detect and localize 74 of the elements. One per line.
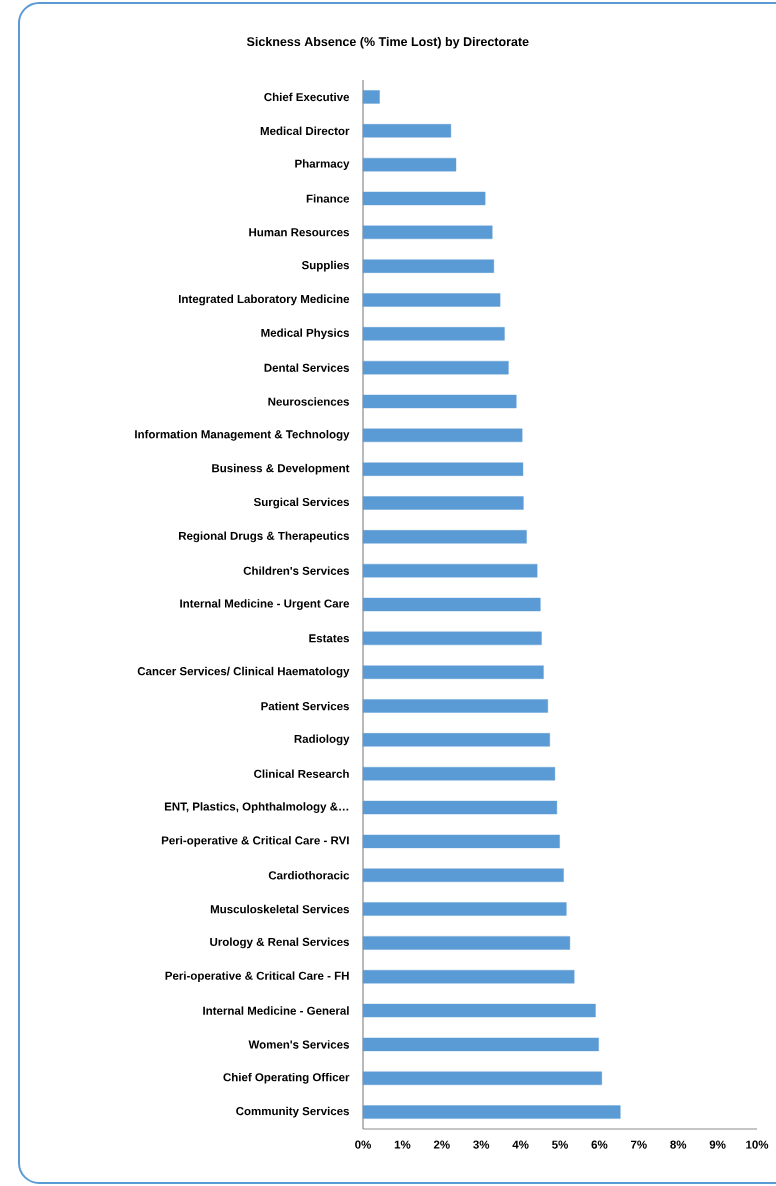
bar	[362, 191, 486, 206]
y-tick-label: Medical Director	[260, 126, 350, 136]
chart-title: Sickness Absence (% Time Lost) by Directorate	[246, 36, 529, 49]
bar	[362, 597, 541, 612]
y-tick-label: Cancer Services/ Clinical Haematology	[137, 666, 350, 678]
x-tick-label: 4%	[512, 1140, 529, 1149]
y-tick-label: Neurosciences	[268, 397, 349, 406]
bar	[362, 428, 523, 443]
bar	[362, 936, 571, 950]
y-tick-label: Children's Services	[243, 566, 349, 575]
bar	[362, 225, 493, 239]
bar	[362, 327, 505, 341]
y-tick-label: Peri-operative & Critical Care - FH	[165, 971, 349, 983]
y-tick-label: Peri-operative & Critical Care - RVI	[161, 836, 349, 847]
y-tick-label: Supplies	[301, 260, 350, 272]
bar	[362, 834, 560, 849]
x-tick-label: 2%	[433, 1140, 450, 1149]
y-tick-label: Internal Medicine - General	[203, 1006, 349, 1015]
bar	[362, 767, 556, 781]
y-tick-label: Dental Services	[264, 363, 349, 372]
y-tick-label: Internal Medicine - Urgent Care	[180, 599, 350, 610]
x-tick-label: 5%	[552, 1140, 569, 1149]
bar	[362, 360, 509, 375]
y-tick-label: Cardiothoracic	[268, 871, 350, 880]
x-tick-label: 1%	[394, 1140, 411, 1149]
y-tick-label: Business & Development	[212, 463, 350, 475]
x-tick-label: 7%	[630, 1140, 647, 1149]
y-tick-label: Musculoskeletal Services	[210, 904, 349, 914]
y-tick-label: Urology & Renal Services	[210, 937, 349, 949]
bar	[362, 530, 527, 544]
y-tick-label: Radiology	[294, 734, 350, 746]
bar	[362, 1003, 596, 1018]
y-tick-label: Chief Executive	[264, 92, 350, 102]
bar	[362, 699, 548, 713]
y-tick-label: Women's Services	[248, 1040, 349, 1049]
x-tick-label: 0%	[355, 1140, 372, 1149]
bar	[362, 394, 517, 409]
y-tick-label: Estates	[309, 634, 349, 643]
x-tick-label: 10%	[746, 1140, 769, 1149]
bar	[362, 496, 524, 510]
y-tick-label: Community Services	[236, 1106, 349, 1118]
bar	[362, 631, 542, 646]
bar	[362, 563, 538, 578]
x-tick-label: 9%	[709, 1140, 726, 1149]
y-tick-label: Patient Services	[261, 701, 349, 711]
x-tick-label: 6%	[591, 1140, 608, 1149]
bar	[362, 1105, 621, 1119]
bar	[362, 259, 495, 273]
y-tick-label: ENT, Plastics, Ophthalmology &…	[164, 802, 349, 813]
bar	[362, 1071, 602, 1085]
y-tick-label: Medical Physics	[261, 328, 349, 340]
bar	[362, 157, 457, 172]
bar	[362, 665, 544, 679]
bar	[362, 902, 567, 916]
bar	[362, 90, 380, 104]
y-tick-label: Human Resources	[249, 228, 349, 237]
bar	[362, 868, 564, 882]
bar	[362, 800, 558, 815]
y-tick-label: Surgical Services	[253, 497, 349, 509]
bar	[362, 970, 575, 984]
y-tick-label: Chief Operating Officer	[223, 1072, 350, 1084]
x-tick-label: 3%	[473, 1140, 490, 1149]
y-tick-label: Finance	[306, 194, 350, 203]
x-tick-label: 8%	[670, 1140, 687, 1149]
bar	[362, 1037, 599, 1052]
y-tick-label: Pharmacy	[295, 159, 350, 170]
y-tick-label: Information Management & Technology	[135, 429, 350, 441]
bar	[362, 462, 524, 476]
y-tick-label: Integrated Laboratory Medicine	[178, 294, 350, 306]
y-tick-label: Regional Drugs & Therapeutics	[178, 531, 349, 543]
bar	[362, 733, 550, 747]
bar	[362, 293, 501, 307]
bar	[362, 124, 452, 138]
y-tick-label: Clinical Research	[254, 769, 349, 778]
